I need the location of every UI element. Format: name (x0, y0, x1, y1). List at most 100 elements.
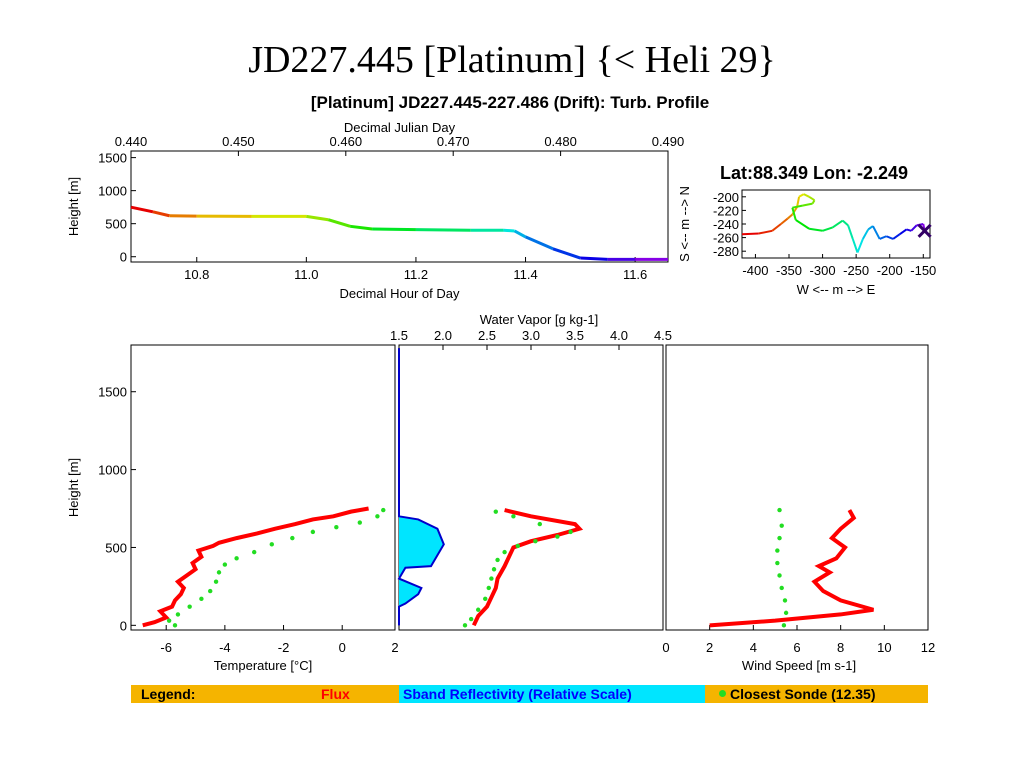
temp-x-tick-label: -4 (219, 640, 231, 655)
temp-sonde-point (375, 514, 380, 519)
wind-x-axis-label: Wind Speed [m s-1] (742, 658, 856, 673)
time-series-frame (130, 150, 669, 263)
wv-sband-area (399, 348, 444, 626)
ts-y-tick-label: 1000 (98, 184, 127, 199)
ts-x-tick-label: 11.2 (404, 267, 428, 282)
wind-sonde-point (777, 507, 782, 513)
plot-title-text: [Platinum] JD227.445-227.486 (Drift): Tu… (310, 93, 710, 112)
map-track-segment (791, 207, 797, 221)
ts-top-axis-label: Decimal Julian Day (344, 120, 456, 135)
wv-sband-line (397, 348, 445, 626)
temp-x-axis-label: Temperature [°C] (214, 658, 312, 673)
wind-sonde-point (775, 560, 780, 566)
wind-flux-line (709, 509, 874, 628)
ts-x-tick-label: 10.8 (184, 267, 209, 282)
wv-sonde-point (483, 596, 488, 602)
map-track-segment (758, 229, 773, 235)
legend-sband: Sband Reflectivity (Relative Scale) (399, 685, 705, 703)
wv-sonde-point (515, 543, 520, 549)
map-track-segment (892, 233, 901, 240)
map-x-tick-label: -300 (810, 263, 836, 278)
sonde-dot-icon (719, 690, 726, 697)
temp-sonde-point (208, 588, 213, 594)
wind-x-tick-label: 6 (793, 640, 800, 655)
ts-y-tick-label: 1500 (98, 151, 127, 166)
legend-flux: Flux (321, 686, 350, 702)
wind-sonde-point (777, 535, 782, 541)
temp-sonde-point (252, 549, 257, 555)
map-track-segment (885, 235, 894, 240)
ts-x2-tick-label: 0.450 (222, 134, 255, 149)
temp-sonde-point (172, 623, 178, 628)
map-track-segment (798, 193, 805, 198)
ts-x-tick-label: 11.4 (513, 267, 537, 282)
ts-x-tick-label: 11.6 (623, 267, 647, 282)
map-track-segment (832, 219, 844, 229)
wv-sonde-point (511, 514, 516, 519)
wv-x2-tick-label: 1.5 (390, 328, 408, 343)
wind-sonde-point (779, 523, 784, 528)
wv-sonde-point (486, 585, 491, 591)
wind-sonde-point (775, 548, 780, 553)
temp-sonde-point (334, 525, 339, 530)
ts-track-segment (580, 256, 608, 261)
map-track-segment (795, 219, 810, 230)
ts-track-segment (372, 227, 416, 232)
map-track-segment (906, 228, 912, 232)
ts-x2-tick-label: 0.460 (330, 134, 363, 149)
map-track-segment (851, 238, 859, 253)
ts-track-segment (130, 205, 154, 214)
wind-sonde-point (783, 610, 789, 616)
map-track-segment (899, 228, 908, 236)
ts-track-segment (152, 210, 170, 218)
profile-y-axis-label: Height [m] (66, 458, 81, 517)
map-x-tick-label: -400 (742, 263, 768, 278)
map-track-segment (910, 224, 918, 232)
wv-sonde-point (537, 521, 542, 527)
map-x-axis-label: W <-- m --> E (797, 282, 876, 297)
position-readout: Lat:88.349 Lon: -2.249 (720, 163, 909, 183)
map-track-segment (808, 195, 816, 202)
wv-x2-tick-label: 2.5 (478, 328, 496, 343)
temp-sonde-point (290, 535, 295, 541)
legend-bar: Legend: Flux Sband Reflectivity (Relativ… (131, 685, 928, 703)
map-y-tick-label: -240 (713, 217, 739, 232)
wind-x-tick-label: 0 (662, 640, 669, 655)
map-y-tick-label: -200 (713, 190, 739, 205)
temp-sonde-point (310, 529, 316, 535)
temp-sonde-point (222, 562, 228, 567)
map-track-segment (808, 227, 823, 232)
map-end-marker-b (917, 223, 932, 238)
wv-sonde-point (462, 623, 468, 628)
map-x-tick-label: -250 (843, 263, 869, 278)
map-track-segment (771, 223, 782, 232)
wv-x2-tick-label: 3.5 (566, 328, 584, 343)
wv-sonde-point (468, 616, 474, 622)
legend-label: Legend: (141, 686, 196, 702)
temp-flux-line (142, 506, 369, 628)
wv-top-axis-label: Water Vapor [g kg-1] (480, 312, 599, 327)
wv-sonde-point (493, 509, 498, 514)
wv-sonde-point (491, 567, 497, 572)
water-vapor-frame (398, 344, 664, 631)
map-track-segment (741, 232, 759, 236)
wv-sonde-point (476, 607, 481, 612)
wv-flux-line (471, 508, 584, 627)
map-y-tick-label: -260 (713, 231, 739, 246)
ts-x2-tick-label: 0.480 (544, 134, 577, 149)
wv-x-bottom-tick-label: 2 (391, 640, 398, 655)
temp-sonde-point (234, 556, 239, 561)
temp-sonde-point (381, 507, 386, 513)
map-y-tick-label: -280 (713, 244, 739, 259)
map-track-segment (879, 235, 887, 240)
map-track-segment (856, 238, 864, 253)
wv-sonde-point (568, 529, 573, 535)
temp-y-tick-label: 1500 (98, 385, 127, 400)
map-y-tick-label: -220 (713, 203, 739, 218)
wv-sonde-point (489, 576, 494, 581)
wind-sonde-point (777, 573, 782, 578)
ts-track-segment (524, 235, 554, 251)
plot-title: [Platinum] JD227.445-227.486 (Drift): Tu… (0, 93, 1024, 113)
wv-x2-tick-label: 4.5 (654, 328, 672, 343)
